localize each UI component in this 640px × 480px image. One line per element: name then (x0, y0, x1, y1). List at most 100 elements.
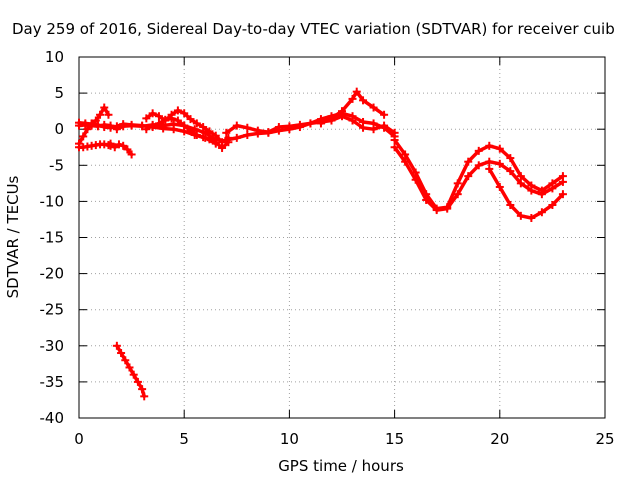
y-tick-label: -35 (40, 373, 65, 391)
data-point (186, 126, 195, 135)
plot-frame (78, 56, 606, 419)
data-point (154, 119, 163, 128)
data-point (243, 130, 252, 139)
data-point (453, 179, 462, 188)
data-point (167, 114, 176, 123)
data-point (117, 349, 126, 358)
data-point (390, 136, 399, 145)
data-point (369, 103, 378, 112)
data-point (558, 177, 567, 186)
data-point (173, 106, 182, 115)
data-marks (75, 87, 567, 401)
data-point (338, 107, 346, 116)
data-point (537, 190, 546, 199)
data-point (390, 143, 399, 152)
data-point (548, 184, 557, 193)
data-point (192, 130, 201, 139)
data-point (464, 157, 473, 166)
y-tick-label: 10 (45, 48, 64, 66)
data-point (327, 114, 336, 123)
data-point (506, 154, 515, 163)
data-point (264, 128, 273, 137)
y-tick-label: -25 (40, 301, 65, 319)
data-point (121, 356, 130, 365)
y-tick-label: -15 (40, 229, 65, 247)
grid (79, 57, 605, 418)
x-tick-label: 5 (179, 430, 189, 448)
data-point (186, 115, 195, 124)
data-point (180, 109, 189, 118)
data-point (218, 143, 227, 152)
sdtvar-series-line (319, 89, 386, 126)
data-point (506, 201, 515, 210)
y-tick-label: -30 (40, 337, 65, 355)
data-point (138, 385, 147, 394)
data-point (199, 133, 208, 142)
data-point (243, 123, 252, 132)
data-point (142, 125, 151, 134)
data-point (142, 114, 151, 123)
data-point (112, 341, 121, 350)
data-point (474, 161, 483, 170)
data-point (232, 121, 241, 130)
data-point (516, 211, 525, 220)
data-point (159, 124, 168, 133)
data-point (516, 179, 525, 188)
data-point (125, 363, 134, 372)
data-point (485, 141, 494, 150)
y-tick-labels: 10 5 0 -5 -10 -15 -20 -25 -30 -35 -40 (40, 48, 65, 427)
data-point (359, 117, 368, 126)
data-point (148, 109, 157, 118)
data-point (114, 140, 123, 149)
x-tick-label: 25 (595, 430, 614, 448)
data-point (527, 214, 536, 223)
data-point (173, 116, 182, 125)
data-point (253, 129, 262, 138)
data-point (79, 132, 88, 141)
x-tick-label: 15 (385, 430, 404, 448)
data-point (380, 123, 389, 132)
data-point (140, 392, 149, 401)
data-point (232, 133, 241, 142)
data-point (369, 119, 378, 128)
data-point (148, 121, 157, 130)
data-point (548, 201, 557, 210)
data-point (516, 172, 525, 181)
data-point (119, 141, 128, 150)
data-point (205, 135, 214, 144)
data-point (285, 125, 294, 134)
data-point (352, 87, 361, 96)
data-point (348, 112, 357, 121)
data-point (154, 112, 163, 121)
x-tick-label: 0 (74, 430, 84, 448)
data-point (119, 120, 128, 129)
x-tick-labels: 0 5 10 15 20 25 (74, 430, 614, 448)
data-point (123, 145, 132, 154)
y-tick-label: -40 (40, 409, 65, 427)
sdtvar-series-line (487, 167, 565, 220)
data-point (464, 172, 473, 181)
data-point (138, 121, 147, 130)
y-axis-label: SDTVAR / TECUs (4, 175, 22, 298)
data-point (401, 150, 410, 159)
data-point (443, 204, 452, 213)
data-point (474, 146, 483, 155)
data-point (295, 123, 304, 132)
data-point (161, 115, 170, 124)
data-point (274, 126, 283, 135)
data-point (127, 120, 136, 129)
data-point (401, 157, 410, 166)
data-point (192, 119, 201, 128)
data-point (558, 190, 567, 199)
y-tick-label: -5 (49, 156, 64, 174)
data-point (133, 377, 142, 386)
y-tick-label: -10 (40, 192, 65, 210)
data-point (129, 370, 138, 379)
data-point (205, 127, 214, 136)
data-point (348, 94, 357, 103)
data-point (100, 103, 109, 112)
data-point (380, 110, 389, 119)
data-point (75, 139, 83, 148)
data-point (537, 208, 546, 217)
